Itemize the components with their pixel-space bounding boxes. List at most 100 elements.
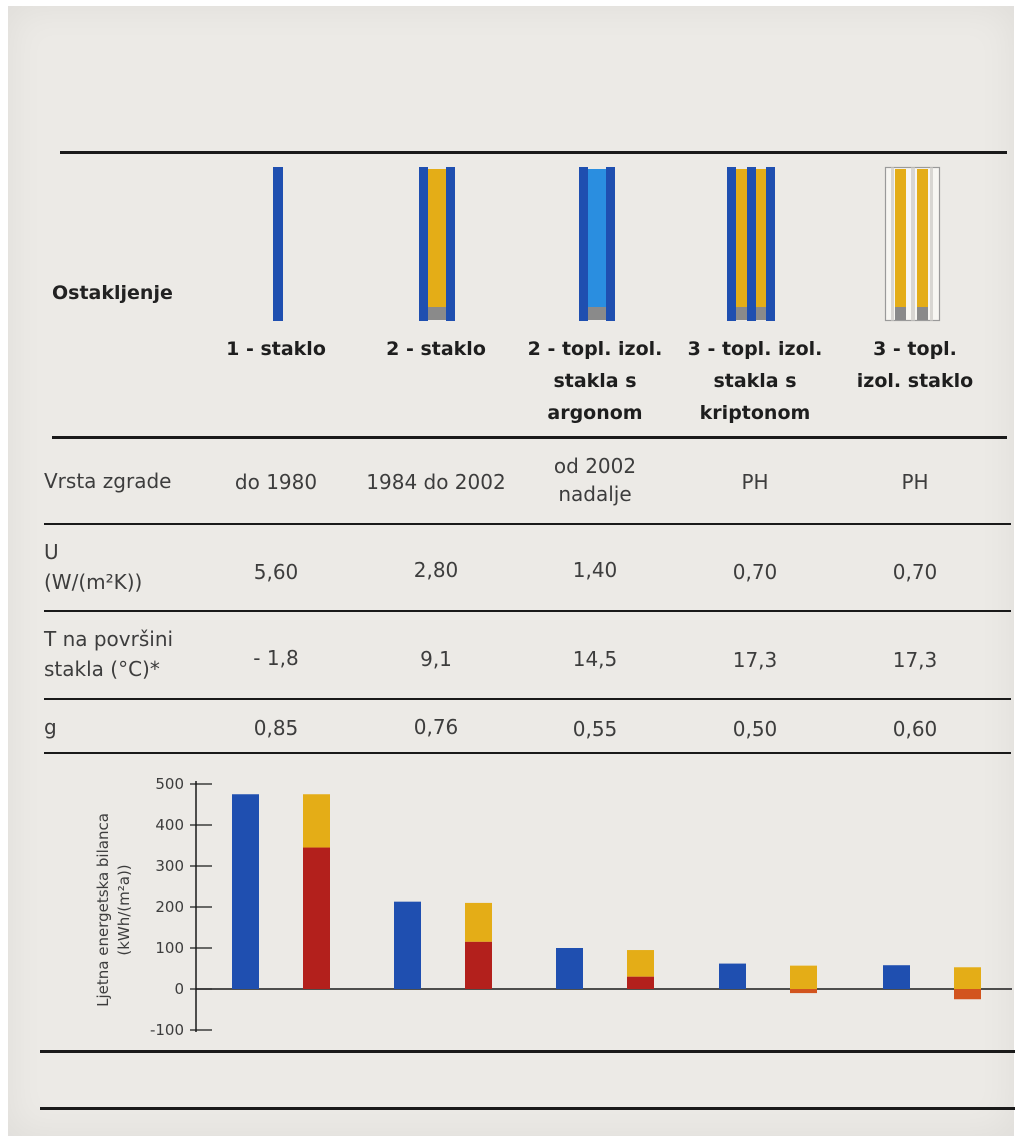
cell-line: 0,55 [572,717,618,741]
bar-yellow-segment [790,965,817,989]
cell-line: 0,50 [732,717,778,741]
cell-line: od 2002 [553,454,637,478]
glazing-icon-triple-krypton [726,166,778,328]
table-cell: 17,3 [835,646,995,674]
y-tick-label: 500 [155,775,184,793]
table-cell: do 1980 [196,468,356,496]
bar-blue [883,965,910,989]
column-title-line: 2 - topl. izol. [527,338,663,360]
header-bottom-rule [52,436,1007,439]
column-title-line: 1 - staklo [226,338,326,360]
bar-blue [556,948,583,989]
column-title-line: kriptonom [699,402,811,424]
cell-line: 0,70 [892,560,938,584]
bar-red-segment [627,976,654,989]
y-tick-label: -100 [150,1021,184,1039]
column-title-4: 3 - topl. izol. stakla s kriptonom [675,333,835,429]
bar-blue [232,794,259,989]
table-cell: - 1,8 [196,644,356,672]
table-cell: PH [835,468,995,496]
table-cell: 0,60 [835,715,995,743]
table-cell: 0,76 [356,713,516,741]
single-glazing-icon [273,167,283,321]
table-cell: 0,50 [675,715,835,743]
row-label-line: stakla (°C)* [44,657,160,681]
row-label-line: T na površini [44,627,174,651]
table-cell: od 2002 nadalje [515,452,675,508]
cell-line: 0,76 [413,715,459,739]
bar-yellow-segment [954,967,981,989]
bar-yellow-segment [465,902,492,942]
y-tick-label: 100 [155,939,184,957]
glazing-icon-double-argon [578,166,618,328]
double-glazing-icon [419,167,455,321]
glazing-icon-triple [884,166,944,328]
table-cell: 0,55 [515,715,675,743]
cell-line: 14,5 [572,647,618,671]
bar-yellow-segment [627,950,654,977]
column-title-line: 2 - staklo [386,338,486,360]
row-divider-4 [44,752,1011,754]
table-cell: 0,70 [835,558,995,586]
y-tick-label: 0 [174,980,184,998]
column-title-2: 2 - staklo [356,333,516,365]
table-cell: 9,1 [356,645,516,673]
table-cell: 14,5 [515,645,675,673]
row-label-line: (W/(m²K)) [44,570,143,594]
cell-line: PH [901,470,929,494]
table-cell: 0,70 [675,558,835,586]
glazing-header-label: Ostakljenje [52,282,173,304]
column-title-line: argonom [547,402,643,424]
row-divider-3 [44,698,1011,700]
cell-line: PH [741,470,769,494]
document-page [8,6,1014,1136]
krypton-glazing-icon [727,167,775,321]
row-label-surface-temp: T na površini stakla (°C)* [44,624,173,684]
row-label-u-value: U (W/(m²K)) [44,537,142,597]
column-title-line: stakla s [553,370,637,392]
table-cell: 5,60 [196,558,356,586]
cell-line: 0,60 [892,717,938,741]
glazing-icon-single [272,166,286,328]
column-title-line: stakla s [713,370,797,392]
column-title-line: 3 - topl. [873,338,957,360]
cell-line: 0,85 [253,716,299,740]
y-tick-label: 200 [155,898,184,916]
page-bottom-rule [40,1107,1015,1110]
table-cell: 2,80 [356,556,516,584]
row-label-line: U [44,540,59,564]
bar-blue [394,901,421,989]
table-cell: 1,40 [515,556,675,584]
column-title-line: 3 - topl. izol. [687,338,823,360]
cell-line: nadalje [558,482,632,506]
table-cell: 0,85 [196,714,356,742]
y-axis-unit: (kWh/(m²a)) [115,864,133,955]
cell-line: do 1980 [234,470,318,494]
table-cell: PH [675,468,835,496]
y-tick-label: 300 [155,857,184,875]
bar-yellow-segment [303,794,330,848]
cell-line: 0,70 [732,560,778,584]
cell-line: 2,80 [413,558,459,582]
row-label-g-value: g [44,712,57,742]
cell-line: 1,40 [572,558,618,582]
row-divider-1 [44,523,1011,525]
table-cell: 17,3 [675,646,835,674]
column-title-5: 3 - topl. izol. staklo [835,333,995,397]
cell-line: 17,3 [892,648,938,672]
bar-red-segment [790,989,817,994]
row-divider-2 [44,610,1011,612]
row-label-line: Vrsta zgrade [44,469,172,493]
column-title-1: 1 - staklo [196,333,356,365]
column-title-3: 2 - topl. izol. stakla s argonom [515,333,675,429]
chart-bottom-rule [40,1050,1015,1053]
cell-line: 9,1 [420,647,452,671]
y-axis-title: Ljetna energetska bilanca [94,813,112,1007]
cell-line: 5,60 [253,560,299,584]
table-cell: 1984 do 2002 [356,468,516,496]
y-tick-label: 400 [155,816,184,834]
triple-glazing-icon [884,166,941,322]
bar-red-segment [465,941,492,989]
glazing-icon-double [418,166,458,328]
